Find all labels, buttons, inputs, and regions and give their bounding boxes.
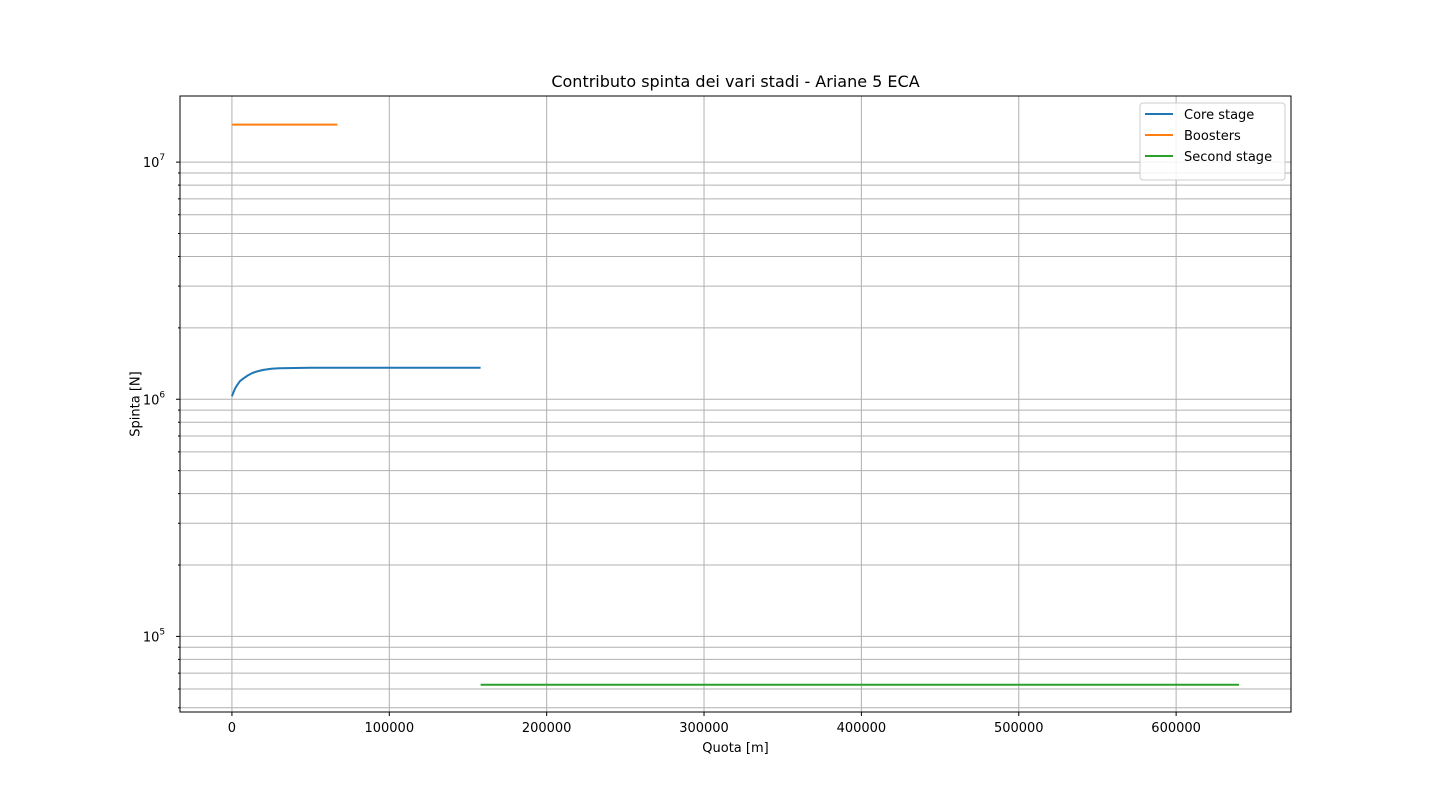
y-tick-label: 107 <box>143 153 165 171</box>
chart-title: Contributo spinta dei vari stadi - Arian… <box>551 72 919 91</box>
legend-label: Boosters <box>1184 129 1241 144</box>
x-tick-label: 0 <box>228 721 236 736</box>
x-axis-ticks: 0 100000 200000 300000 400000 500000 600000 <box>228 712 1201 736</box>
y-tick-label: 106 <box>143 390 166 408</box>
legend: Core stage Boosters Second stage <box>1139 102 1286 181</box>
x-tick-label: 300000 <box>679 721 729 736</box>
x-axis-label: Quota [m] <box>702 741 768 756</box>
x-tick-label: 600000 <box>1151 721 1201 736</box>
x-tick-label: 400000 <box>837 721 887 736</box>
y-axis-ticks: 105 106 107 <box>143 153 180 709</box>
x-tick-label: 500000 <box>994 721 1044 736</box>
legend-box <box>1139 102 1286 181</box>
core-stage-line <box>230 366 481 397</box>
y-axis-label: Spinta [N] <box>129 371 144 436</box>
plot-area-frame <box>179 95 1292 713</box>
x-tick-label: 100000 <box>364 721 414 736</box>
grid-lines <box>180 96 1291 712</box>
legend-label: Core stage <box>1184 108 1254 123</box>
y-tick-label: 105 <box>143 627 165 645</box>
x-tick-label: 200000 <box>522 721 572 736</box>
series-lines <box>230 123 1240 686</box>
legend-label: Second stage <box>1184 150 1272 165</box>
